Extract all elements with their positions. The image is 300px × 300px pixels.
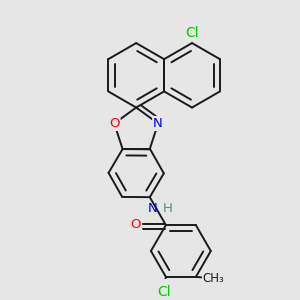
Text: O: O [109, 117, 119, 130]
Text: CH₃: CH₃ [203, 272, 225, 285]
Text: O: O [131, 218, 141, 231]
Text: N: N [148, 202, 158, 215]
Text: Cl: Cl [185, 26, 199, 40]
Text: Cl: Cl [157, 285, 170, 299]
Text: N: N [153, 117, 163, 130]
Text: H: H [163, 202, 173, 215]
